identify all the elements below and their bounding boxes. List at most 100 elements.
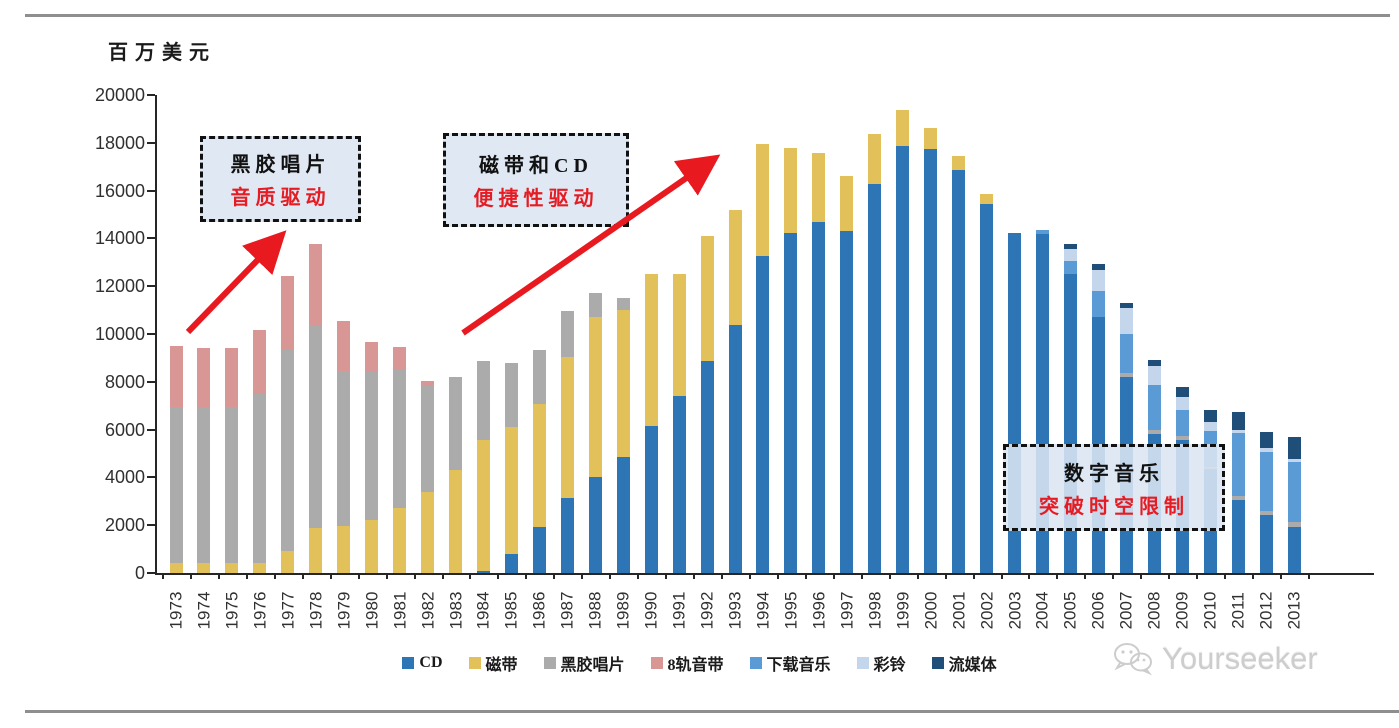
x-tick-label-1985: 1985: [501, 591, 521, 630]
bar-segment-下载音乐-2011: [1231, 433, 1245, 497]
annotation-title: 磁带和CD: [479, 155, 593, 177]
bar-segment-流媒体-2008: [1147, 359, 1161, 366]
x-tick-label-1998: 1998: [865, 591, 885, 630]
bar-segment-磁带-1992: [700, 236, 714, 362]
bar-segment-黑胶唱片-2011: [1231, 496, 1245, 501]
x-tick-label-1981: 1981: [390, 591, 410, 630]
bar-segment-磁带-1991: [672, 274, 686, 397]
bar-segment-下载音乐-2005: [1063, 260, 1077, 274]
bar-segment-8轨音带-1975: [225, 348, 239, 407]
bar-segment-8轨音带-1981: [393, 346, 407, 369]
x-axis-tick: [245, 573, 248, 579]
bar-segment-下载音乐-2007: [1119, 334, 1133, 374]
x-axis-tick: [916, 573, 919, 579]
bar-segment-CD-1997: [840, 230, 854, 573]
bar-segment-黑胶唱片-1977: [281, 350, 295, 552]
x-axis-tick: [1000, 573, 1003, 579]
legend-swatch: [931, 657, 944, 669]
x-tick-label-2010: 2010: [1200, 591, 1220, 630]
bar-segment-CD-1993: [728, 324, 742, 573]
bar-segment-黑胶唱片-1979: [337, 370, 351, 527]
bar-segment-8轨音带-1976: [253, 330, 267, 394]
bar-segment-磁带-1997: [840, 176, 854, 231]
x-axis-tick: [301, 573, 304, 579]
bar-segment-CD-1985: [504, 554, 518, 573]
x-tick-label-1994: 1994: [753, 591, 773, 630]
x-axis-tick: [832, 573, 835, 579]
bar-segment-黑胶唱片-2008: [1147, 430, 1161, 434]
bar-segment-黑胶唱片-1983: [449, 377, 462, 471]
bar-segment-CD-1998: [868, 183, 882, 573]
x-axis-tick: [329, 573, 332, 579]
bar-segment-下载音乐-2009: [1175, 410, 1189, 437]
x-axis-tick: [1196, 573, 1199, 579]
x-axis-tick: [972, 573, 975, 579]
x-axis-tick: [1252, 573, 1255, 579]
bar-segment-彩铃-2013: [1287, 458, 1301, 463]
y-axis-tick: [147, 524, 155, 527]
bar-segment-下载音乐-2013: [1287, 462, 1301, 522]
legend-label: 下载音乐: [766, 657, 831, 674]
legend-label: CD: [419, 654, 443, 671]
bar-segment-流媒体-2007: [1119, 302, 1133, 309]
x-axis-tick: [1280, 573, 1283, 579]
bar-segment-磁带-1974: [197, 562, 211, 573]
bar-segment-CD-1994: [756, 256, 770, 573]
bar-segment-磁带-1988: [588, 316, 602, 477]
x-tick-label-2003: 2003: [1005, 591, 1024, 630]
x-axis-tick: [385, 573, 388, 579]
x-axis-tick: [637, 573, 640, 579]
x-axis-tick: [1224, 573, 1227, 579]
bar-segment-流媒体-2012: [1259, 431, 1273, 448]
bar-segment-CD-2001: [952, 169, 966, 573]
y-axis-tick: [147, 572, 155, 574]
x-tick-label-1983: 1983: [446, 591, 465, 630]
x-axis-tick: [1168, 573, 1171, 579]
bar-segment-流媒体-2009: [1175, 386, 1189, 398]
x-axis-tick: [273, 573, 276, 579]
legend-label: 磁带: [485, 657, 518, 674]
y-tick-label: 0: [134, 563, 145, 583]
y-tick-label: 6000: [104, 419, 145, 440]
bar-segment-CD-1991: [672, 396, 686, 573]
bar-segment-磁带-1986: [532, 403, 546, 528]
bar-segment-磁带-2000: [924, 128, 938, 150]
legend-label: 流媒体: [948, 657, 997, 674]
bar-segment-黑胶唱片-2013: [1287, 521, 1301, 527]
x-axis-tick: [162, 573, 165, 579]
x-tick-label-2007: 2007: [1116, 591, 1136, 630]
bar-segment-磁带-1981: [393, 508, 407, 573]
x-tick-label-2012: 2012: [1256, 591, 1276, 630]
bar-segment-流媒体-2013: [1287, 437, 1301, 459]
bar-segment-黑胶唱片-1980: [365, 372, 379, 521]
bar-segment-磁带-1993: [728, 210, 742, 325]
x-tick-label-2005: 2005: [1060, 591, 1080, 630]
x-axis-tick: [1307, 573, 1310, 579]
bar-segment-磁带-1978: [309, 527, 323, 573]
watermark: Yourseeker: [1112, 641, 1318, 677]
annotation-subtitle: 音质驱动: [230, 187, 331, 209]
x-tick-label-1990: 1990: [641, 591, 661, 630]
bar-segment-CD-1990: [644, 426, 658, 573]
x-axis-tick: [944, 573, 947, 579]
annotation-subtitle: 突破时空限制: [1039, 495, 1189, 518]
top-divider-line: [25, 14, 1390, 17]
bar-segment-黑胶唱片-1988: [588, 292, 602, 317]
y-tick-label: 8000: [104, 371, 145, 392]
y-tick-label: 2000: [104, 515, 145, 536]
bar-segment-CD-1999: [896, 145, 910, 573]
bar-segment-CD-2011: [1231, 500, 1245, 573]
bar-segment-磁带-1999: [896, 109, 910, 146]
y-axis-tick: [147, 333, 155, 335]
x-tick-label-2013: 2013: [1284, 591, 1304, 630]
annotation-box-cassette-cd: 磁带和CD 便捷性驱动: [443, 133, 629, 227]
bar-segment-磁带-1975: [225, 562, 239, 573]
bar-segment-黑胶唱片-2012: [1259, 511, 1273, 515]
bar-segment-磁带-1990: [644, 274, 658, 427]
bar-segment-8轨音带-1974: [197, 348, 211, 407]
bar-segment-磁带-1976: [253, 562, 267, 573]
bar-segment-磁带-1998: [868, 134, 882, 184]
x-tick-label-1980: 1980: [362, 591, 382, 630]
bar-segment-磁带-1980: [365, 520, 379, 573]
